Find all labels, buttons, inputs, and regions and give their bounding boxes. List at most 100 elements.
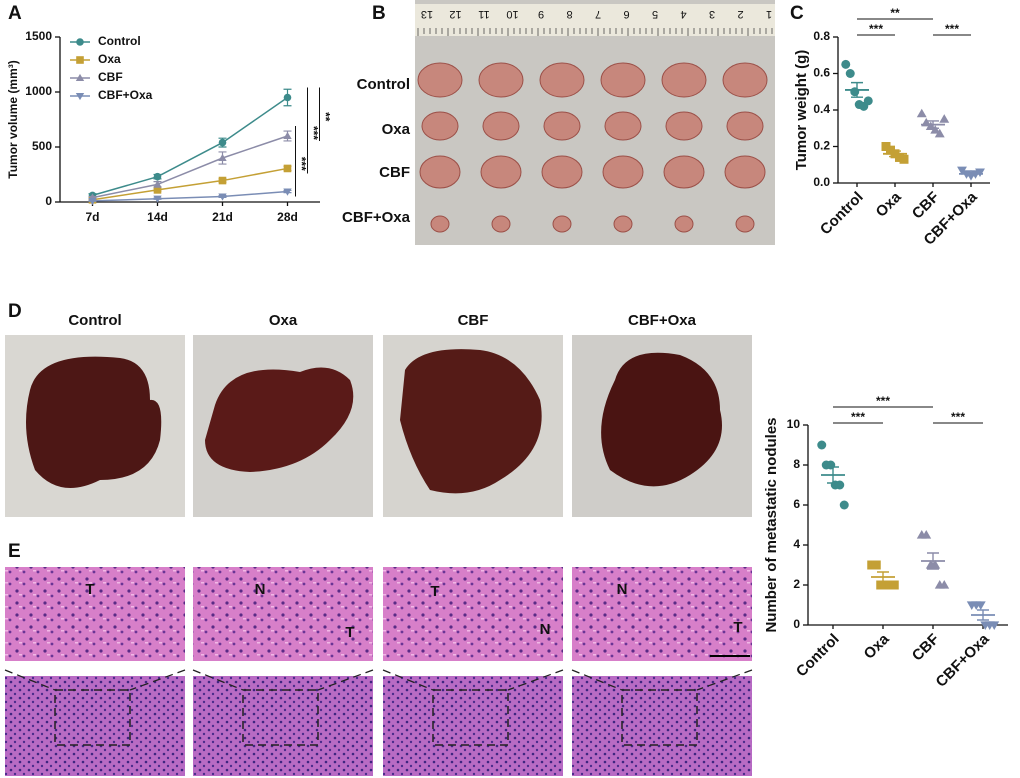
ruler-label: 8 <box>566 8 572 20</box>
x-tick-label: 28d <box>277 210 298 224</box>
ruler-label: 12 <box>449 8 461 20</box>
x-tick-label: CBF+Oxa <box>933 630 994 691</box>
ruler-label: 3 <box>709 8 715 20</box>
y-tick-label: 1500 <box>25 29 52 43</box>
tissue-label: T <box>85 581 94 598</box>
ruler-label: 10 <box>506 8 518 20</box>
y-tick-label: 500 <box>32 139 52 153</box>
tumor <box>539 62 585 98</box>
row-label: Oxa <box>382 121 411 138</box>
point <box>939 580 950 589</box>
legend-marker <box>76 38 84 46</box>
tumor <box>552 215 572 233</box>
row-label: Control <box>357 76 410 93</box>
y-tick-label: 2 <box>793 577 800 591</box>
histology-tile <box>193 567 373 661</box>
zoom-line <box>192 669 244 691</box>
point <box>283 131 292 140</box>
legend-label: Control <box>98 34 141 48</box>
point <box>889 580 899 590</box>
legend-marker <box>75 73 85 82</box>
y-tick-label: 8 <box>793 457 800 471</box>
point <box>153 180 162 188</box>
panel-label: A <box>8 3 22 24</box>
panel-label: D <box>8 301 22 322</box>
photos <box>4 0 775 776</box>
column-label: Oxa <box>269 312 298 329</box>
significance-label: *** <box>294 157 308 171</box>
y-tick-label: 0 <box>793 617 800 631</box>
histology-tile <box>383 567 563 661</box>
column-label: CBF+Oxa <box>628 312 697 329</box>
row-label: CBF <box>379 164 410 181</box>
zoom-line <box>571 669 623 691</box>
point <box>839 500 849 510</box>
tumor <box>421 111 459 141</box>
legend-label: CBF+Oxa <box>98 88 153 102</box>
legend-marker <box>76 56 84 64</box>
y-tick-label: 0 <box>45 194 52 208</box>
y-axis-label: Tumor volume (mm³) <box>6 60 20 178</box>
tumor <box>604 111 642 141</box>
significance-label: *** <box>851 410 865 424</box>
significance-label: *** <box>876 394 890 408</box>
tumor <box>735 215 755 233</box>
significance-label: *** <box>951 410 965 424</box>
tumor <box>665 111 703 141</box>
y-tick-label: 0.6 <box>813 66 830 80</box>
ruler-label: 6 <box>623 8 629 20</box>
y-axis-label: Number of metastatic nodules <box>763 417 780 632</box>
point <box>218 138 227 147</box>
point <box>921 530 932 539</box>
tumor <box>482 111 520 141</box>
sem-bar <box>827 466 839 484</box>
point <box>283 164 292 173</box>
tumor <box>419 155 461 189</box>
point <box>153 172 162 181</box>
point <box>153 186 162 194</box>
y-tick-label: 0.2 <box>813 139 830 153</box>
tissue-label: N <box>255 581 266 598</box>
ruler-label: 5 <box>652 8 658 20</box>
point <box>218 153 227 162</box>
histology-tile <box>572 567 752 661</box>
tumor <box>600 62 646 98</box>
liver <box>26 356 162 488</box>
zoom-line <box>696 669 753 691</box>
significance-label: *** <box>306 126 320 140</box>
point <box>934 128 945 138</box>
row-label: CBF+Oxa <box>342 209 411 226</box>
point <box>850 87 860 97</box>
x-tick-label: 21d <box>212 210 233 224</box>
legend-marker <box>75 92 85 101</box>
point <box>916 108 927 118</box>
zoom-line <box>507 669 564 691</box>
legend-label: Oxa <box>98 52 121 66</box>
y-tick-label: 0.0 <box>813 175 830 189</box>
y-tick-label: 0.8 <box>813 29 830 43</box>
tumor <box>724 155 766 189</box>
sem-bar <box>927 120 939 129</box>
point <box>218 176 227 185</box>
tumor <box>663 155 705 189</box>
tissue-label: T <box>345 624 354 641</box>
tumor <box>613 215 633 233</box>
liver <box>601 352 722 487</box>
y-tick-label: 4 <box>793 537 800 551</box>
histology-tile <box>5 676 185 776</box>
point <box>989 621 1000 630</box>
tumor <box>430 215 450 233</box>
panel-label: C <box>790 3 804 24</box>
point <box>863 96 873 106</box>
tumor <box>661 62 707 98</box>
histology-tile <box>5 567 185 661</box>
x-tick-label: Oxa <box>861 630 894 663</box>
sem-bar <box>851 81 863 98</box>
point <box>283 93 292 102</box>
point <box>975 601 986 610</box>
point <box>975 168 985 177</box>
legend-label: CBF <box>98 70 123 84</box>
y-tick-label: 0.4 <box>813 102 830 116</box>
histology-tile <box>572 676 752 776</box>
